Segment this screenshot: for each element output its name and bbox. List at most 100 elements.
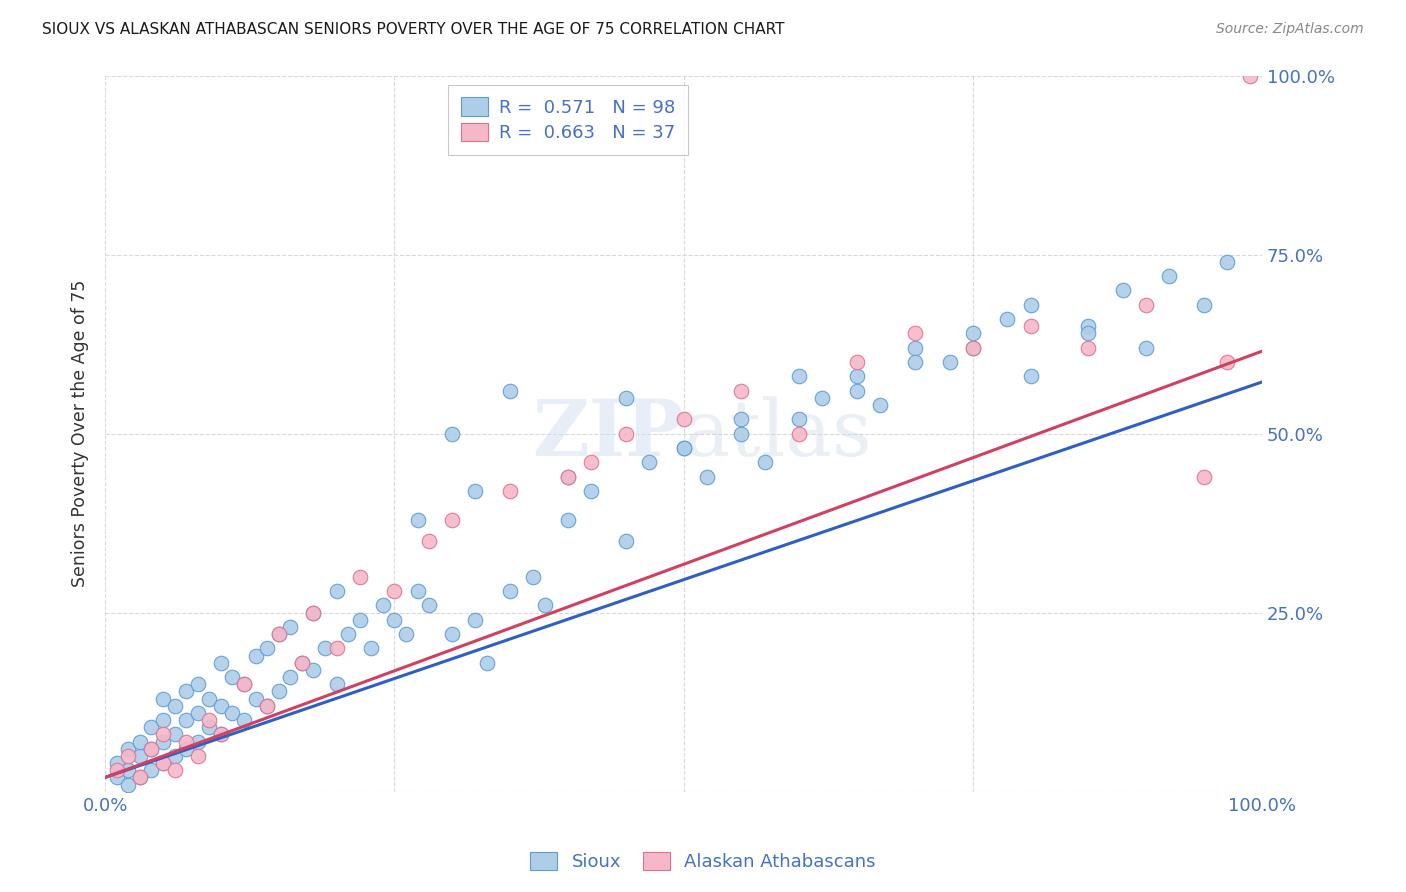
Point [846,355,869,369]
Point [278,620,301,634]
Point [233,677,256,691]
Point [117,778,139,792]
Point [1216,355,1239,369]
Point [614,391,637,405]
Point [152,756,174,770]
Point [291,656,314,670]
Point [152,691,174,706]
Point [904,355,927,369]
Point [349,613,371,627]
Point [499,384,522,398]
Point [997,312,1019,326]
Point [302,606,325,620]
Point [730,412,752,426]
Point [360,641,382,656]
Point [325,677,347,691]
Point [637,455,659,469]
Point [475,656,498,670]
Point [152,727,174,741]
Point [464,483,486,498]
Point [278,670,301,684]
Point [464,613,486,627]
Point [1192,298,1215,312]
Point [267,684,290,698]
Point [267,627,290,641]
Point [1077,326,1099,341]
Point [198,691,221,706]
Point [614,534,637,549]
Point [129,734,152,748]
Point [499,483,522,498]
Point [187,706,209,720]
Point [325,641,347,656]
Point [198,720,221,734]
Point [1077,341,1099,355]
Point [1019,319,1042,334]
Point [962,326,984,341]
Point [233,677,256,691]
Point [187,734,209,748]
Point [187,677,209,691]
Legend: R =  0.571   N = 98, R =  0.663   N = 37: R = 0.571 N = 98, R = 0.663 N = 37 [449,85,688,155]
Point [1019,298,1042,312]
Point [174,741,197,756]
Point [187,748,209,763]
Point [233,713,256,727]
Point [221,706,243,720]
Point [938,355,960,369]
Point [163,698,186,713]
Point [557,469,579,483]
Point [579,455,602,469]
Point [105,756,128,770]
Point [672,441,695,455]
Y-axis label: Seniors Poverty Over the Age of 75: Seniors Poverty Over the Age of 75 [72,280,89,587]
Point [1077,319,1099,334]
Point [754,455,776,469]
Point [418,599,440,613]
Point [152,734,174,748]
Point [441,426,464,441]
Point [337,627,360,641]
Point [962,341,984,355]
Point [672,412,695,426]
Point [406,584,429,599]
Point [221,670,243,684]
Point [904,326,927,341]
Point [129,748,152,763]
Point [557,469,579,483]
Point [141,763,163,777]
Point [1159,268,1181,283]
Point [209,727,232,741]
Point [256,698,278,713]
Point [163,763,186,777]
Point [198,713,221,727]
Point [141,741,163,756]
Point [117,748,139,763]
Point [846,384,869,398]
Text: atlas: atlas [683,396,872,472]
Point [846,369,869,384]
Point [209,727,232,741]
Point [406,512,429,526]
Point [245,648,267,663]
Point [163,748,186,763]
Point [152,713,174,727]
Point [441,512,464,526]
Point [384,584,406,599]
Point [1135,298,1157,312]
Point [105,763,128,777]
Point [314,641,336,656]
Point [267,627,290,641]
Point [1112,284,1135,298]
Point [256,698,278,713]
Point [1192,469,1215,483]
Point [371,599,394,613]
Point [614,426,637,441]
Point [1019,369,1042,384]
Text: Source: ZipAtlas.com: Source: ZipAtlas.com [1216,22,1364,37]
Point [129,770,152,784]
Point [129,770,152,784]
Point [696,469,718,483]
Point [787,412,810,426]
Point [163,727,186,741]
